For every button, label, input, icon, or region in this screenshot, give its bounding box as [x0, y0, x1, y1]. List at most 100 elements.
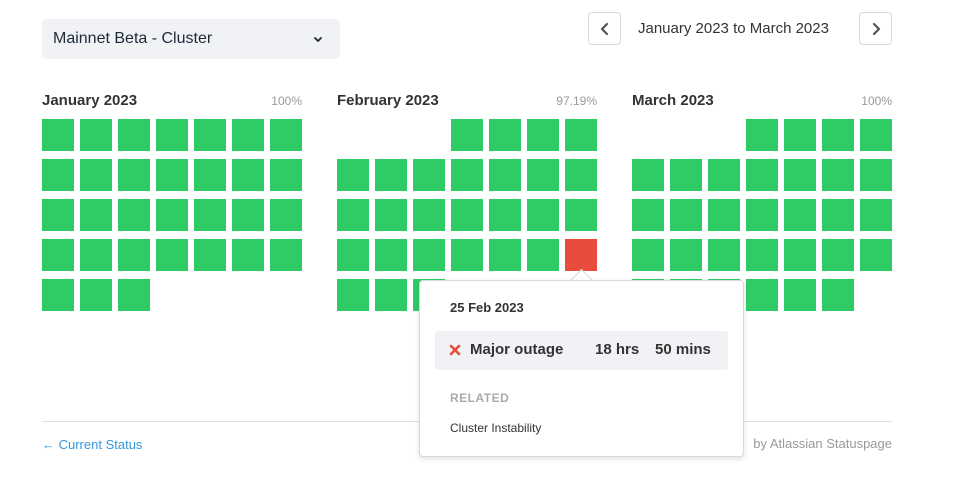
- day-cell[interactable]: [784, 279, 816, 311]
- day-cell[interactable]: [822, 279, 854, 311]
- day-cell[interactable]: [746, 119, 778, 151]
- current-status-link[interactable]: ← Current Status: [42, 437, 143, 452]
- day-cell[interactable]: [527, 119, 559, 151]
- day-cell[interactable]: [118, 199, 150, 231]
- day-cell[interactable]: [270, 119, 302, 151]
- powered-by-text: by Atlassian Statuspage: [753, 436, 892, 451]
- day-cell[interactable]: [194, 159, 226, 191]
- day-cell[interactable]: [860, 159, 892, 191]
- prev-range-button[interactable]: [588, 12, 621, 45]
- day-cell[interactable]: [489, 119, 521, 151]
- day-cell[interactable]: [708, 239, 740, 271]
- day-cell[interactable]: [489, 199, 521, 231]
- day-cell[interactable]: [118, 119, 150, 151]
- month-calendar-february: February 2023 97.19%: [337, 92, 597, 312]
- day-cell[interactable]: [860, 239, 892, 271]
- day-cell[interactable]: [232, 159, 264, 191]
- related-incident-link[interactable]: Cluster Instability: [450, 421, 542, 435]
- day-cell[interactable]: [784, 159, 816, 191]
- day-cell[interactable]: [194, 239, 226, 271]
- day-cell[interactable]: [527, 159, 559, 191]
- day-cell[interactable]: [746, 159, 778, 191]
- day-cell[interactable]: [80, 279, 112, 311]
- day-cell[interactable]: [80, 159, 112, 191]
- day-cell[interactable]: [746, 279, 778, 311]
- day-cell[interactable]: [451, 239, 483, 271]
- day-cell[interactable]: [489, 239, 521, 271]
- day-cell[interactable]: [270, 159, 302, 191]
- day-cell[interactable]: [156, 119, 188, 151]
- day-cell[interactable]: [270, 199, 302, 231]
- day-cell[interactable]: [746, 199, 778, 231]
- day-cell[interactable]: [42, 199, 74, 231]
- day-cell[interactable]: [565, 159, 597, 191]
- day-cell[interactable]: [451, 119, 483, 151]
- day-cell[interactable]: [80, 239, 112, 271]
- related-heading: RELATED: [450, 391, 510, 405]
- day-cell[interactable]: [784, 199, 816, 231]
- day-cell[interactable]: [413, 199, 445, 231]
- day-cell[interactable]: [822, 239, 854, 271]
- day-cell[interactable]: [632, 199, 664, 231]
- day-cell[interactable]: [375, 159, 407, 191]
- month-title: January 2023: [42, 92, 138, 109]
- date-range-label: January 2023 to March 2023: [638, 20, 829, 37]
- day-cell[interactable]: [118, 279, 150, 311]
- component-select[interactable]: Mainnet Beta - Cluster: [42, 19, 340, 59]
- day-cell[interactable]: [80, 199, 112, 231]
- day-cell[interactable]: [42, 279, 74, 311]
- day-cell[interactable]: [80, 119, 112, 151]
- month-title: March 2023: [632, 92, 714, 109]
- day-cell[interactable]: [42, 159, 74, 191]
- day-cell[interactable]: [708, 199, 740, 231]
- day-cell[interactable]: [413, 239, 445, 271]
- day-cell[interactable]: [670, 199, 702, 231]
- day-cell[interactable]: [746, 239, 778, 271]
- day-cell[interactable]: [565, 119, 597, 151]
- day-grid: [632, 119, 892, 319]
- day-cell[interactable]: [860, 199, 892, 231]
- day-cell[interactable]: [860, 119, 892, 151]
- day-cell[interactable]: [822, 119, 854, 151]
- day-cell[interactable]: [194, 119, 226, 151]
- day-cell[interactable]: [42, 239, 74, 271]
- day-cell[interactable]: [156, 199, 188, 231]
- day-cell[interactable]: [565, 199, 597, 231]
- day-cell[interactable]: [527, 199, 559, 231]
- day-cell[interactable]: [375, 279, 407, 311]
- day-cell[interactable]: [337, 159, 369, 191]
- day-cell[interactable]: [337, 279, 369, 311]
- day-cell[interactable]: [337, 239, 369, 271]
- day-cell[interactable]: [670, 159, 702, 191]
- day-cell[interactable]: [156, 159, 188, 191]
- day-cell[interactable]: [632, 239, 664, 271]
- chevron-right-icon: [872, 22, 880, 35]
- day-cell[interactable]: [375, 199, 407, 231]
- day-cell[interactable]: [42, 119, 74, 151]
- day-cell[interactable]: [784, 239, 816, 271]
- day-cell[interactable]: [156, 239, 188, 271]
- day-cell[interactable]: [565, 239, 597, 271]
- month-calendar-january: January 2023 100%: [42, 92, 302, 312]
- next-range-button[interactable]: [859, 12, 892, 45]
- day-cell[interactable]: [451, 159, 483, 191]
- day-cell[interactable]: [194, 199, 226, 231]
- day-cell[interactable]: [232, 119, 264, 151]
- day-cell[interactable]: [670, 239, 702, 271]
- day-cell[interactable]: [232, 199, 264, 231]
- day-cell[interactable]: [822, 159, 854, 191]
- day-cell[interactable]: [708, 159, 740, 191]
- day-cell[interactable]: [375, 239, 407, 271]
- day-cell[interactable]: [822, 199, 854, 231]
- day-cell[interactable]: [413, 159, 445, 191]
- day-cell[interactable]: [118, 159, 150, 191]
- day-cell[interactable]: [784, 119, 816, 151]
- day-cell[interactable]: [270, 239, 302, 271]
- day-cell[interactable]: [232, 239, 264, 271]
- day-cell[interactable]: [632, 159, 664, 191]
- day-cell[interactable]: [451, 199, 483, 231]
- day-cell[interactable]: [489, 159, 521, 191]
- day-cell[interactable]: [527, 239, 559, 271]
- day-cell[interactable]: [118, 239, 150, 271]
- day-cell[interactable]: [337, 199, 369, 231]
